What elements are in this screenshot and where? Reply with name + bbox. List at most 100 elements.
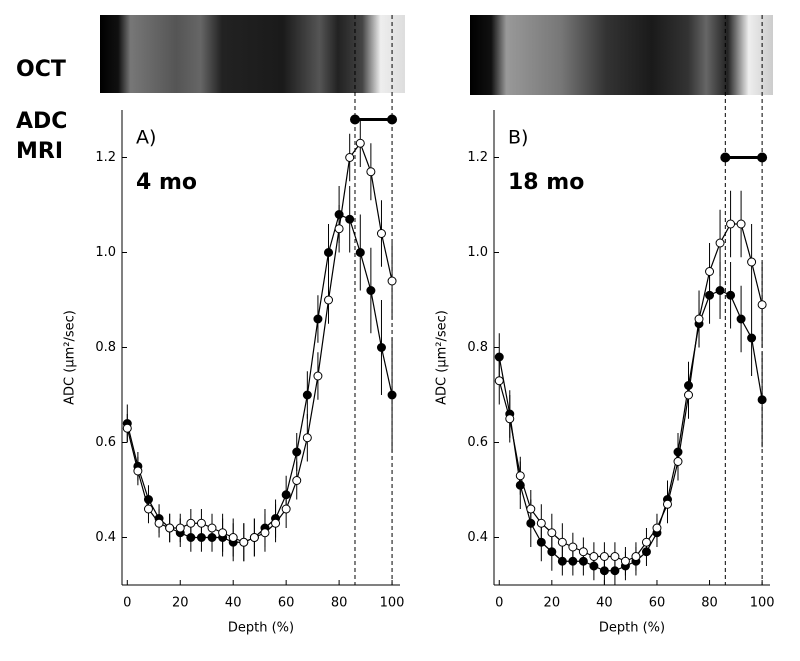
data-point: [757, 395, 767, 405]
data-point: [494, 376, 504, 386]
data-point: [673, 457, 683, 466]
x-axis-label: Depth (%): [599, 621, 665, 636]
data-point: [324, 248, 334, 257]
y-tick-label: 0.4: [467, 530, 488, 545]
data-point: [271, 518, 281, 528]
oct-image: [100, 15, 405, 93]
panel-label: A): [136, 127, 156, 149]
data-point: [302, 390, 312, 400]
data-point: [547, 528, 557, 538]
data-point: [334, 224, 344, 234]
data-point: [387, 276, 397, 286]
data-point: [726, 290, 736, 300]
data-point: [726, 219, 736, 229]
data-point: [620, 556, 630, 566]
data-point: [505, 414, 515, 424]
bracket-end: [349, 114, 360, 125]
data-point: [568, 542, 578, 552]
data-point: [175, 523, 185, 533]
data-point: [249, 533, 259, 542]
y-tick-label: 0.8: [95, 340, 116, 355]
data-point: [366, 167, 376, 177]
bracket-end: [757, 152, 768, 163]
data-point: [599, 552, 609, 561]
y-tick-label: 1.0: [95, 245, 116, 260]
data-point: [684, 390, 694, 400]
data-point: [313, 314, 323, 324]
data-point: [736, 314, 746, 324]
data-point: [196, 518, 206, 528]
data-point: [387, 390, 397, 400]
data-point: [376, 229, 386, 238]
x-tick-label: 80: [331, 596, 348, 611]
data-point: [652, 523, 662, 533]
data-point: [355, 138, 365, 148]
data-point: [631, 552, 641, 561]
bracket-end: [720, 152, 731, 163]
data-point: [260, 528, 270, 538]
bracket-end: [387, 114, 398, 125]
data-point: [757, 300, 767, 310]
x-tick-label: 0: [123, 596, 131, 611]
data-point: [662, 499, 672, 509]
panel-subtitle: 4 mo: [136, 170, 197, 195]
data-point: [228, 533, 238, 542]
x-tick-label: 60: [278, 596, 295, 611]
data-point: [747, 333, 757, 343]
data-point: [747, 257, 757, 267]
x-axis-label: Depth (%): [228, 621, 294, 636]
oct-image: [470, 15, 773, 95]
data-point: [292, 447, 302, 457]
series-line: [126, 213, 393, 543]
y-tick-label: 1.2: [467, 150, 488, 165]
y-axis-label: ADC (μm²/sec): [435, 310, 450, 405]
data-point: [641, 537, 651, 547]
x-tick-label: 100: [380, 596, 405, 611]
series-line: [498, 289, 763, 572]
data-point: [526, 504, 536, 514]
data-point: [536, 518, 546, 528]
x-tick-label: 0: [495, 596, 503, 611]
x-tick-label: 40: [225, 596, 242, 611]
y-tick-label: 0.8: [467, 340, 488, 355]
data-point: [736, 219, 746, 229]
panel-label: B): [508, 127, 528, 149]
data-point: [165, 523, 175, 533]
x-tick-label: 20: [172, 596, 189, 611]
data-point: [715, 238, 725, 248]
data-point: [694, 314, 704, 324]
adc-label: ADC: [16, 109, 67, 134]
x-tick-label: 100: [750, 596, 775, 611]
data-point: [515, 471, 525, 481]
series-line: [126, 142, 393, 543]
data-point: [376, 343, 386, 352]
data-point: [345, 214, 355, 224]
oct-label: OCT: [16, 57, 66, 82]
y-tick-label: 0.6: [95, 435, 116, 450]
data-point: [143, 504, 153, 514]
data-point: [154, 518, 164, 528]
data-point: [313, 371, 323, 381]
data-point: [366, 286, 376, 295]
data-point: [207, 523, 217, 533]
data-point: [578, 547, 588, 557]
panel-subtitle: 18 mo: [508, 170, 584, 195]
data-point: [133, 466, 143, 476]
y-tick-label: 0.4: [95, 530, 116, 545]
x-tick-label: 20: [544, 596, 561, 611]
x-tick-label: 40: [596, 596, 613, 611]
x-tick-label: 60: [649, 596, 666, 611]
mri-label: MRI: [16, 139, 63, 164]
data-point: [557, 537, 567, 547]
data-point: [218, 528, 228, 538]
data-point: [292, 476, 302, 485]
y-tick-label: 1.2: [95, 150, 116, 165]
data-point: [705, 267, 715, 276]
data-point: [122, 423, 132, 433]
y-tick-label: 1.0: [467, 245, 488, 260]
y-axis-label: ADC (μm²/sec): [63, 310, 78, 405]
data-point: [302, 433, 312, 443]
x-tick-label: 80: [701, 596, 718, 611]
data-point: [715, 286, 725, 295]
